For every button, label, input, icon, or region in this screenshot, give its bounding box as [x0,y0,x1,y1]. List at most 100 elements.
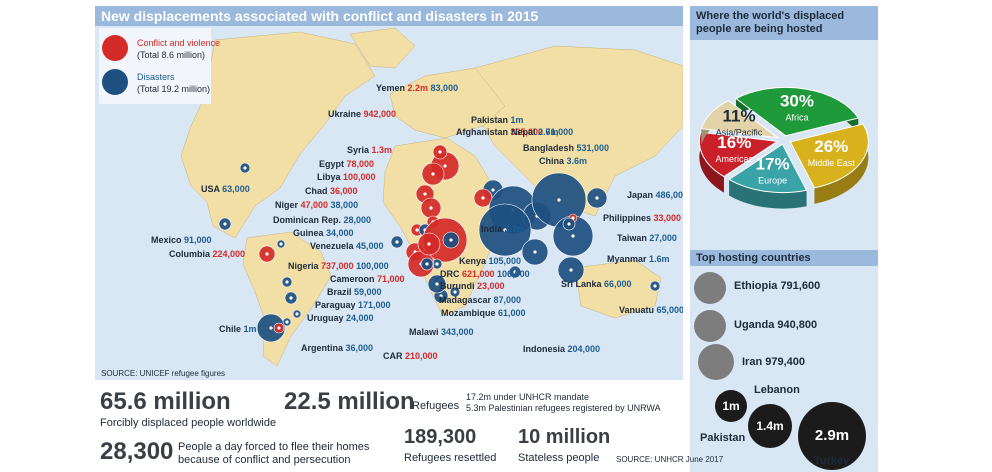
drc-conflict-value: 621,000 [462,269,498,279]
legend-disaster-total: (Total 19.2 million) [137,84,211,94]
pakistan-center-dot [491,188,495,192]
map-legend: Conflict and violence (Total 8.6 million… [99,28,220,104]
sri-lanka-disaster-value: 66,000 [604,279,632,289]
guinea-center-dot [395,240,399,244]
paraguay-disaster-value: 171,000 [358,300,391,310]
americas-region-label: Americas [716,154,754,164]
libya-name: Libya [317,172,344,182]
burundi-label: Burundi 23,000 [440,281,505,291]
madagascar-center-dot [453,290,457,294]
sri-lanka-label: Sri Lanka 66,000 [561,279,632,289]
legend-conflict-total: (Total 8.6 million) [137,50,206,60]
libya-center-dot [429,206,433,210]
vanuatu-center-dot [653,284,657,288]
chile-center-dot [277,326,281,330]
legend-disaster-label: Disasters [137,72,175,82]
uganda-host-circle [694,310,726,342]
usa-label: USA 63,000 [201,184,250,194]
china-label: China 3.6m [539,156,587,166]
columbia-name: Columbia [169,249,213,259]
asia-landmass [474,45,683,217]
europe-pie-top [728,143,808,194]
drc-name: DRC [440,269,462,279]
car-center-dot [427,242,431,246]
vanuatu-disaster-value: 65,000 [656,305,683,315]
argentina-disaster-value: 36,000 [345,343,374,353]
afghanistan-disaster-value: 71,000 [545,127,574,137]
bangladesh-disaster-value: 531,000 [576,143,610,153]
asia-pacific-region-label: Asia/Pacific [716,128,763,138]
taiwan-name: Taiwan [617,233,650,243]
japan-name: Japan [627,190,656,200]
chile-disaster-value: 1m [243,324,257,334]
argentina-name: Argentina [301,343,346,353]
africa-pct-label: 30% [780,92,814,111]
sri-lanka-center-dot [513,270,517,274]
chad-conflict-value: 36,000 [330,186,358,196]
taiwan-center-dot [567,222,571,226]
americas-pie-top [698,131,779,178]
drc-disaster-value: 106,000 [497,269,530,279]
displaced-number: 65.6 million [100,388,231,415]
indonesia-name: Indonesia [523,344,568,354]
displaced-text: Forcibly displaced people worldwide [100,417,277,429]
syria-name: Syria [347,145,372,155]
mexico-center-dot [223,222,227,226]
nigeria-name: Nigeria [288,261,322,271]
hosting-panel: Where the world's displaced people are b… [690,6,878,472]
dominican-rep-disaster-value: 28,000 [343,215,372,225]
hosting-pie-chart: 30% Africa 26% Middle East 17% Europe 16% Ameri… [698,86,869,209]
africa-pie-slice: 30% Africa [735,86,860,137]
displacement-map: New displacements associated with confli… [95,6,683,380]
ukraine-center-dot [438,150,442,154]
yemen-label: Yemen 2.2m 83,000 [376,83,458,93]
japan-label: Japan 486,000 [627,190,683,200]
asia-pacific-pie-top [700,99,780,139]
malawi-name: Malawi [409,327,442,337]
egypt-center-dot [423,192,427,196]
refugees-note-unrwa: 5.3m Palestinian refugees registered by … [466,403,661,413]
mexico-label: Mexico 91,000 [151,235,212,245]
guinea-label: Guinea 34,000 [293,228,354,238]
venezuela-disaster-value: 45,000 [356,241,384,251]
libya-conflict-value: 100,000 [343,172,376,182]
kenya-disaster-value: 105,000 [488,256,522,266]
niger-conflict-value: 47,000 [300,200,331,210]
niger-name: Niger [275,200,301,210]
cameroon-name: Cameroon [330,274,378,284]
philippines-center-dot [571,234,575,238]
niger-center-dot [415,228,419,232]
india-center-dot [503,228,507,232]
kenya-name: Kenya [459,256,489,266]
pakistan-host-circle [748,404,792,448]
venezuela-label: Venezuela 45,000 [310,241,384,251]
paraguay-name: Paraguay [315,300,359,310]
mozambique-label: Mozambique 61,000 [441,308,526,318]
kenya-center-dot [435,262,439,266]
syria-center-dot [431,172,435,176]
syria-label: Syria 1.3m [347,145,392,155]
cameroon-label: Cameroon 71,000 [330,274,405,284]
americas-pct-label: 16% [717,133,751,152]
nigeria-disaster-value: 100,000 [356,261,389,271]
chile-name: Chile [219,324,244,334]
egypt-name: Egypt [319,159,347,169]
columbia-center-dot [265,252,269,256]
japan-center-dot [595,196,599,200]
chile-center-dot [269,326,273,330]
car-conflict-value: 210,000 [405,351,438,361]
vanuatu-label: Vanuatu 65,000 [619,305,683,315]
lebanon-host-name: Lebanon [754,384,800,396]
vanuatu-name: Vanuatu [619,305,657,315]
americas-pie-slice: 16% Americas [698,131,779,193]
greenland-landmass [349,27,416,69]
burundi-conflict-value: 23,000 [477,281,505,291]
columbia-label: Columbia 224,000 [169,249,245,259]
disaster-legend-icon [102,69,128,95]
malawi-disaster-value: 343,000 [441,327,474,337]
car-label: CAR 210,000 [383,351,438,361]
brazil-center-dot [285,280,289,284]
yemen-center-dot [443,164,447,168]
malawi-center-dot [435,282,439,286]
burundi-name: Burundi [440,281,477,291]
